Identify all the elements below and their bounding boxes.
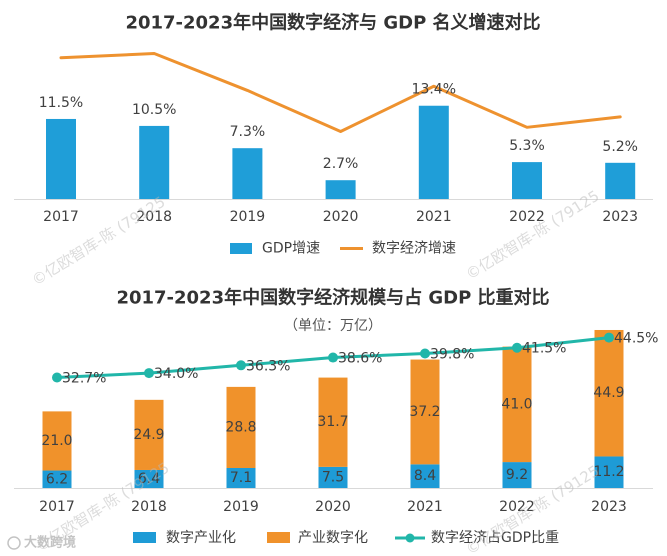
gdp-growth-bar-2018	[139, 125, 170, 199]
legend-gdp-share-label: 数字经济占GDP比重	[431, 530, 559, 546]
chart1-x-tick-2019: 2019	[230, 209, 266, 225]
gdp-share-label-2022: 41.5%	[522, 341, 566, 357]
industrial-digitalization-bar-2018	[134, 399, 164, 470]
chart2-x-tick-2017: 2017	[39, 499, 75, 515]
watermark-text: ©亿欧智库-陈 (79125	[463, 187, 603, 284]
gdp-share-label-2020: 38.6%	[338, 351, 382, 367]
gdp-growth-label-2019: 7.3%	[230, 124, 266, 140]
gdp-growth-bar-2021	[418, 105, 449, 199]
chart2-x-tick-2020: 2020	[315, 499, 351, 515]
watermark-text: ©亿欧智库-陈 (79125	[29, 193, 169, 290]
gdp-growth-bar-2017	[46, 118, 76, 199]
legend-digital-industrialization-swatch	[133, 532, 156, 543]
industrial-digitalization-label-2021: 37.2	[409, 404, 440, 420]
chart1-title: 2017-2023年中国数字经济与 GDP 名义增速对比	[125, 12, 540, 34]
digital-industrialization-bar-2022	[502, 462, 532, 488]
industrial-digitalization-bar-2017	[42, 411, 72, 471]
gdp-growth-label-2023: 5.2%	[602, 139, 638, 155]
chart2-title: 2017-2023年中国数字经济规模与占 GDP 比重对比	[116, 287, 549, 309]
gdp-growth-bar-2023	[605, 162, 636, 199]
chart2-x-tick-2023: 2023	[591, 499, 627, 515]
industrial-digitalization-label-2022: 41.0	[501, 396, 532, 412]
chart1-plot-area: 11.5% 2017 10.5% 2018 7.3% 2019 2.7% 2020 13.4% 2…	[14, 52, 653, 225]
gdp-growth-label-2018: 10.5%	[132, 102, 176, 118]
chart1-x-tick-2022: 2022	[509, 209, 545, 225]
chart2-plot-area: 6.2 21.0 2017 6.4 24.9 2018 7.1 28.8 2019 7.5 31.7…	[14, 329, 658, 515]
gdp-share-point-2023	[604, 332, 614, 343]
gdp-growth-bar-2020	[325, 180, 356, 199]
industrial-digitalization-bar-2020	[318, 377, 348, 467]
digital-industrialization-label-2022: 9.2	[506, 467, 528, 483]
gdp-growth-label-2022: 5.3%	[509, 138, 545, 154]
industrial-digitalization-label-2023: 44.9	[593, 385, 624, 401]
digital-industrialization-label-2021: 8.4	[414, 468, 436, 484]
gdp-growth-label-2021: 13.4%	[412, 82, 456, 98]
gdp-growth-label-2017: 11.5%	[39, 95, 83, 111]
digital-economy-growth-line	[59, 52, 622, 133]
legend-digital-economy-growth-label: 数字经济增速	[372, 241, 456, 257]
digital-industrialization-bar-2023	[594, 456, 624, 488]
gdp-share-label-2018: 34.0%	[154, 366, 198, 382]
legend-gdp-growth-swatch	[230, 243, 252, 254]
industrial-digitalization-bar-2021	[410, 359, 440, 465]
chart1-x-tick-2020: 2020	[323, 209, 359, 225]
digital-industrialization-bar-2018	[134, 469, 164, 488]
logo: 大数跨境	[7, 535, 76, 551]
chart2-unit-subtitle: （单位：万亿）	[284, 318, 382, 334]
digital-industrialization-label-2023: 11.2	[593, 464, 624, 480]
digital-industrialization-bar-2019	[226, 468, 256, 488]
digital-industrialization-bar-2017	[42, 470, 72, 488]
digital-industrialization-label-2018: 6.4	[138, 471, 160, 487]
gdp-share-point-2020	[328, 352, 338, 363]
gdp-share-label-2023: 44.5%	[614, 331, 658, 347]
digital-industrialization-bar-2021	[410, 464, 440, 488]
legend-digital-industrialization-label: 数字产业化	[166, 530, 236, 546]
industrial-digitalization-bar-2019	[226, 386, 256, 469]
legend-industrial-digitalization-label: 产业数字化	[298, 530, 368, 546]
digital-industrialization-label-2017: 6.2	[46, 471, 68, 487]
industrial-digitalization-label-2020: 31.7	[317, 414, 348, 430]
logo-text: 大数跨境	[24, 535, 76, 551]
gdp-share-point-2021	[420, 348, 430, 359]
gdp-share-label-2017: 32.7%	[62, 370, 106, 386]
industrial-digitalization-label-2019: 28.8	[225, 419, 256, 435]
chart2-legend: 数字产业化 产业数字化 数字经济占GDP比重	[133, 530, 559, 546]
gdp-growth-bar-2019	[232, 148, 263, 199]
gdp-share-point-2022	[512, 342, 522, 353]
industrial-digitalization-label-2017: 21.0	[41, 433, 72, 449]
industrial-digitalization-bar-2023	[594, 329, 624, 457]
digital-industrialization-label-2019: 7.1	[230, 470, 252, 486]
scale-share-chart: 2017-2023年中国数字经济规模与占 GDP 比重对比 （单位：万亿） 6.…	[14, 287, 658, 546]
chart2-x-tick-2022: 2022	[499, 499, 535, 515]
industrial-digitalization-label-2018: 24.9	[133, 427, 164, 443]
gdp-share-point-2019	[236, 360, 246, 371]
legend-gdp-growth-label: GDP增速	[262, 241, 320, 257]
legend-industrial-digitalization-swatch	[267, 532, 290, 543]
gdp-share-point-2018	[144, 368, 154, 379]
gdp-share-label-2019: 36.3%	[246, 358, 290, 374]
chart2-x-tick-2018: 2018	[131, 499, 167, 515]
chart1-legend: GDP增速 数字经济增速	[230, 241, 456, 257]
digital-industrialization-bar-2020	[318, 466, 348, 488]
chart1-x-tick-2021: 2021	[416, 209, 452, 225]
gdp-share-label-2021: 39.8%	[430, 346, 474, 362]
growth-comparison-chart: 2017-2023年中国数字经济与 GDP 名义增速对比 11.5% 2017 10…	[14, 12, 653, 257]
gdp-growth-bar-2022	[512, 162, 542, 199]
industrial-digitalization-bar-2022	[502, 346, 532, 463]
chart2-x-tick-2019: 2019	[223, 499, 259, 515]
gdp-share-point-2017	[52, 372, 62, 383]
gdp-growth-label-2020: 2.7%	[323, 156, 359, 172]
logo-icon	[7, 536, 21, 550]
chart1-x-tick-2017: 2017	[43, 209, 79, 225]
chart1-x-tick-2018: 2018	[136, 209, 172, 225]
legend-gdp-share-point-swatch	[405, 533, 415, 543]
chart1-x-tick-2023: 2023	[602, 209, 638, 225]
digital-industrialization-label-2020: 7.5	[322, 469, 344, 485]
chart2-x-tick-2021: 2021	[407, 499, 443, 515]
